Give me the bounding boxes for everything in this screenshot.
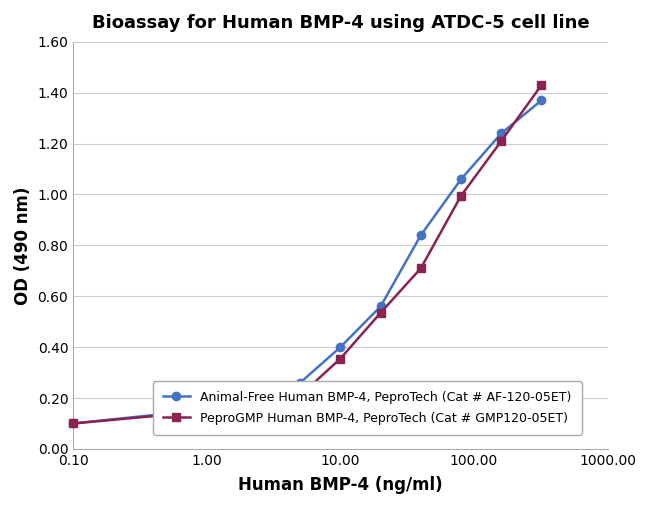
Animal-Free Human BMP-4, PeproTech (Cat # AF-120-05ET) [70, 421, 77, 427]
X-axis label: Human BMP-4 (ng/ml): Human BMP-4 (ng/ml) [238, 476, 443, 494]
PeproGMP Human BMP-4, PeproTech (Cat # GMP120-05ET) [337, 356, 344, 362]
PeproGMP Human BMP-4, PeproTech (Cat # GMP120-05ET) [417, 265, 424, 271]
Animal-Free Human BMP-4, PeproTech (Cat # AF-120-05ET) [256, 398, 264, 404]
Animal-Free Human BMP-4, PeproTech (Cat # AF-120-05ET) [497, 131, 505, 137]
PeproGMP Human BMP-4, PeproTech (Cat # GMP120-05ET) [457, 193, 465, 199]
Line: PeproGMP Human BMP-4, PeproTech (Cat # GMP120-05ET): PeproGMP Human BMP-4, PeproTech (Cat # G… [69, 81, 545, 428]
Title: Bioassay for Human BMP-4 using ATDC-5 cell line: Bioassay for Human BMP-4 using ATDC-5 ce… [92, 14, 589, 32]
Animal-Free Human BMP-4, PeproTech (Cat # AF-120-05ET) [417, 232, 424, 238]
PeproGMP Human BMP-4, PeproTech (Cat # GMP120-05ET) [256, 399, 264, 405]
PeproGMP Human BMP-4, PeproTech (Cat # GMP120-05ET) [377, 310, 385, 316]
Animal-Free Human BMP-4, PeproTech (Cat # AF-120-05ET) [337, 344, 344, 350]
Animal-Free Human BMP-4, PeproTech (Cat # AF-120-05ET) [538, 97, 545, 103]
PeproGMP Human BMP-4, PeproTech (Cat # GMP120-05ET) [497, 138, 505, 144]
Line: Animal-Free Human BMP-4, PeproTech (Cat # AF-120-05ET): Animal-Free Human BMP-4, PeproTech (Cat … [69, 96, 545, 428]
Animal-Free Human BMP-4, PeproTech (Cat # AF-120-05ET) [457, 176, 465, 182]
Animal-Free Human BMP-4, PeproTech (Cat # AF-120-05ET) [296, 379, 304, 386]
PeproGMP Human BMP-4, PeproTech (Cat # GMP120-05ET) [203, 408, 211, 415]
Animal-Free Human BMP-4, PeproTech (Cat # AF-120-05ET) [203, 406, 211, 412]
PeproGMP Human BMP-4, PeproTech (Cat # GMP120-05ET) [70, 421, 77, 427]
PeproGMP Human BMP-4, PeproTech (Cat # GMP120-05ET) [296, 393, 304, 399]
Legend: Animal-Free Human BMP-4, PeproTech (Cat # AF-120-05ET), PeproGMP Human BMP-4, Pe: Animal-Free Human BMP-4, PeproTech (Cat … [153, 381, 582, 434]
Y-axis label: OD (490 nm): OD (490 nm) [14, 186, 32, 304]
Animal-Free Human BMP-4, PeproTech (Cat # AF-120-05ET) [377, 303, 385, 309]
PeproGMP Human BMP-4, PeproTech (Cat # GMP120-05ET) [538, 82, 545, 88]
